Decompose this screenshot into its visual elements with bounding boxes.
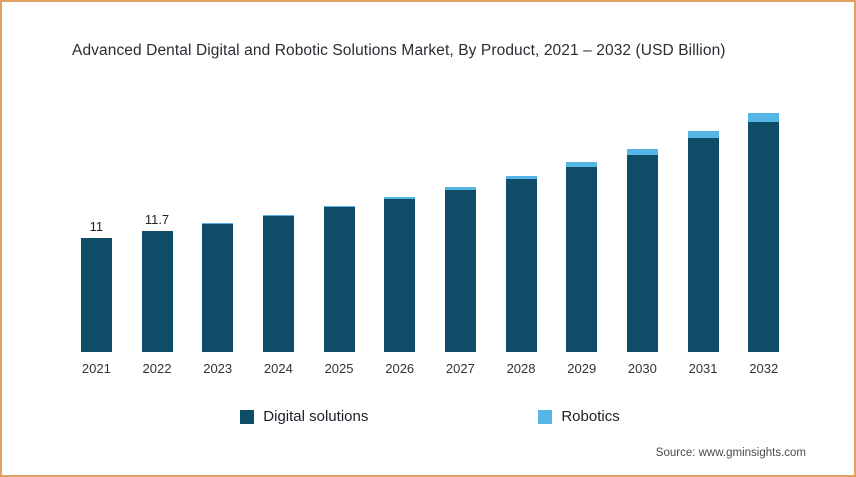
bar-column-2026 [369, 178, 430, 352]
bar-segment-digital-solutions [80, 238, 112, 352]
x-tick-2025: 2025 [324, 361, 354, 376]
legend: Digital solutions Robotics [62, 408, 798, 425]
bar-column-2029 [551, 143, 612, 352]
legend-item-robotics: Robotics [538, 408, 620, 425]
x-tick-2022: 2022 [142, 361, 172, 376]
bar-segment-digital-solutions [626, 154, 658, 352]
bar-stack [566, 162, 598, 352]
x-tick-2032: 2032 [749, 361, 779, 376]
bar-stack [323, 205, 355, 352]
bar-segment-robotics [505, 175, 537, 180]
bar-stack [80, 237, 112, 352]
bar-segment-robotics [566, 162, 598, 168]
bar-stack [626, 148, 658, 352]
bar-segment-digital-solutions [748, 121, 780, 352]
bar-segment-robotics [80, 237, 112, 239]
bar-segment-robotics [323, 205, 355, 208]
bar-column-2028 [491, 157, 552, 352]
bar-segment-robotics [444, 186, 476, 190]
bar-segment-robotics [262, 214, 294, 216]
bar-segment-digital-solutions [687, 138, 719, 352]
x-tick-2021: 2021 [81, 361, 111, 376]
bar-segment-digital-solutions [262, 215, 294, 352]
legend-label: Robotics [561, 408, 620, 425]
bar-column-2024 [248, 196, 309, 352]
bar-value-label: 11 [89, 218, 104, 234]
bar-column-2030 [612, 130, 673, 352]
bar-stack [384, 197, 416, 352]
bar-segment-robotics [202, 223, 234, 224]
bar-segment-digital-solutions [505, 179, 537, 352]
bar-stack [262, 214, 294, 352]
bar-stack [748, 113, 780, 352]
x-tick-2026: 2026 [385, 361, 415, 376]
bar-stack [202, 223, 234, 352]
bar-stack [505, 175, 537, 352]
bar-segment-digital-solutions [141, 231, 173, 352]
bar-column-2022: 11.7 [127, 211, 188, 352]
bar-stack [687, 131, 719, 352]
bar-segment-digital-solutions [384, 199, 416, 352]
bar-segment-digital-solutions [566, 167, 598, 352]
x-tick-2024: 2024 [263, 361, 293, 376]
bar-column-2025 [309, 187, 370, 352]
chart-title: Advanced Dental Digital and Robotic Solu… [72, 42, 726, 59]
bar-column-2032 [733, 94, 794, 352]
bar-segment-robotics [626, 148, 658, 155]
bars: 11 11.7 [62, 104, 798, 352]
x-tick-2029: 2029 [567, 361, 597, 376]
legend-item-digital-solutions: Digital solutions [240, 408, 368, 425]
bar-segment-digital-solutions [202, 223, 234, 352]
bar-segment-robotics [687, 131, 719, 139]
bar-column-2027 [430, 168, 491, 352]
bar-column-2021: 11 [66, 219, 127, 352]
bar-stack [444, 186, 476, 352]
x-tick-2031: 2031 [688, 361, 718, 376]
x-tick-2027: 2027 [445, 361, 475, 376]
bar-segment-digital-solutions [323, 207, 355, 352]
bar-column-2031 [673, 112, 734, 352]
bar-value-label: 11.7 [144, 211, 170, 227]
x-axis-ticks: 2021 2022 2023 2024 2025 2026 2027 2028 2029 2030… [62, 361, 798, 376]
source-text: Source: www.gminsights.com [655, 447, 806, 459]
x-tick-2023: 2023 [203, 361, 233, 376]
bar-stack [141, 230, 173, 352]
legend-label: Digital solutions [263, 408, 369, 425]
bar-column-2023 [187, 204, 248, 352]
x-tick-2030: 2030 [627, 361, 657, 376]
legend-swatch-icon [240, 409, 255, 424]
plot-area: 11 11.7 2021 2022 2023 2024 2025 2026 2027 2028 2… [62, 104, 798, 376]
legend-swatch-icon [538, 409, 553, 424]
bar-segment-robotics [748, 113, 780, 122]
x-tick-2028: 2028 [506, 361, 536, 376]
bar-segment-robotics [141, 230, 173, 232]
bar-segment-digital-solutions [444, 189, 476, 352]
bar-segment-robotics [384, 197, 416, 200]
